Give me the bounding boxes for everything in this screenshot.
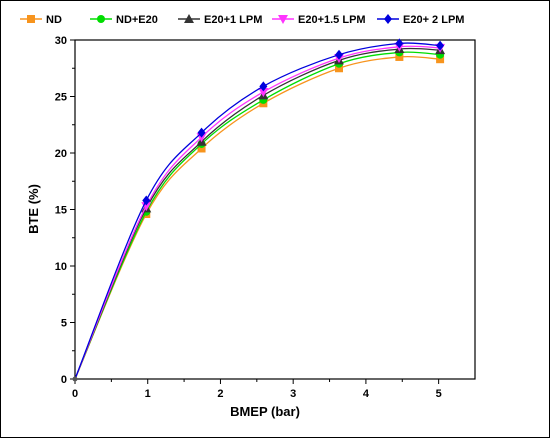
y-tick-label: 20 (55, 148, 67, 160)
legend-label: E20+1.5 LPM (298, 14, 366, 26)
data-point (142, 195, 151, 206)
series-4 (74, 38, 445, 380)
series-line (74, 47, 441, 380)
y-axis-title: BTE (%) (26, 184, 41, 234)
data-point (335, 49, 343, 60)
legend-item: E20+ 2 LPM (377, 14, 464, 26)
x-tick-label: 4 (363, 388, 370, 400)
legend-label: ND (46, 14, 62, 26)
legend-marker (278, 15, 288, 24)
x-tick-label: 5 (436, 388, 442, 400)
x-tick-label: 0 (72, 388, 78, 400)
legend: ND ND+E20 E20+1 LPM E20+1.5 LPM E20+ 2 LPM (20, 14, 464, 26)
y-tick-label: 15 (55, 205, 67, 217)
x-tick-label: 2 (217, 388, 223, 400)
y-tick-label: 0 (61, 374, 67, 386)
data-point (436, 55, 445, 64)
origin-point (72, 376, 78, 382)
series-3 (74, 42, 446, 380)
series-line (74, 42, 441, 380)
series-line (74, 55, 441, 380)
data-point (436, 40, 445, 51)
data-point (335, 64, 343, 73)
y-tick-label: 25 (55, 92, 67, 104)
x-tick-label: 3 (290, 388, 296, 400)
legend-label: ND+E20 (116, 14, 158, 26)
legend-label: E20+ 2 LPM (403, 14, 464, 26)
legend-marker (97, 15, 105, 23)
series-line (74, 51, 441, 380)
data-point (197, 127, 206, 138)
y-tick-label: 5 (61, 318, 67, 330)
data-point (258, 87, 269, 97)
legend-item: E20+1 LPM (178, 14, 262, 26)
data-point (395, 52, 404, 61)
legend-marker (27, 15, 35, 23)
data-point (197, 144, 206, 153)
data-point (395, 38, 404, 49)
y-tick-label: 30 (55, 35, 67, 47)
plot-layer: 0 1 2 3 4 5 0 5 10 15 20 25 30 (55, 35, 476, 400)
legend-item: E20+1.5 LPM (272, 14, 366, 26)
x-axis-title: BMEP (bar) (230, 404, 300, 419)
legend-marker (184, 14, 194, 23)
y-tick-label: 10 (55, 261, 67, 273)
legend-marker (384, 14, 392, 24)
legend-item: ND (20, 14, 62, 26)
plot-area-border (74, 39, 476, 380)
series-line (74, 45, 441, 380)
x-tick-label: 1 (145, 388, 151, 400)
legend-label: E20+1 LPM (204, 14, 262, 26)
legend-item: ND+E20 (90, 14, 158, 26)
data-point (259, 81, 268, 92)
